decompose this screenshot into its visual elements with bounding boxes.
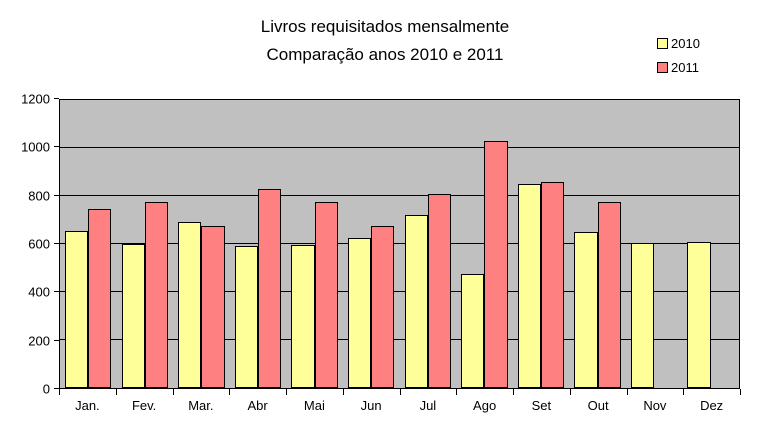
- bar-2011-jul: [427, 193, 451, 388]
- x-axis-label-jul: Jul: [419, 398, 437, 413]
- bar-2011-ago: [484, 140, 508, 388]
- x-axis-label-dez: Dez: [700, 398, 724, 413]
- y-axis-label-600: 600: [28, 236, 50, 252]
- x-axis-ticks: [59, 389, 741, 395]
- x-axis-tick-1: [115, 389, 117, 395]
- y-axis-tick-800: [54, 194, 59, 196]
- legend-2010-swatch: [657, 38, 668, 49]
- x-axis-label-fev: Fev.: [131, 398, 157, 413]
- legend-item-2010: 2010: [657, 37, 700, 50]
- y-axis-label-800: 800: [28, 188, 50, 204]
- y-axis-ticks: [54, 98, 59, 389]
- y-axis-tick-0: [54, 388, 59, 389]
- bar-2010-ago: [461, 274, 485, 388]
- chart-title-line-2: Comparação anos 2010 e 2011: [266, 45, 504, 64]
- bar-2010-jul: [404, 215, 428, 388]
- x-axis-label-set: Set: [531, 398, 552, 413]
- bar-group-abr: [230, 100, 287, 388]
- y-axis-tick-400: [54, 291, 59, 293]
- bar-2010-jun: [347, 238, 372, 388]
- bar-2010-set: [517, 184, 541, 388]
- x-axis-tick-4: [286, 389, 287, 395]
- bar-2010-nov: [630, 242, 655, 388]
- x-axis-tick-3: [229, 389, 231, 395]
- bar-2011-fev: [144, 202, 169, 388]
- gridline-200: [60, 339, 739, 340]
- bar-group-fev: [117, 100, 174, 388]
- bar-group-jul: [400, 100, 457, 388]
- x-axis-tick-6: [399, 389, 401, 395]
- x-axis-tick-10: [626, 389, 628, 395]
- bar-2011-out: [597, 202, 621, 388]
- legend: 2010 2011: [657, 37, 700, 85]
- plot-area: [59, 99, 740, 389]
- gridline-800: [60, 195, 739, 196]
- bar-2010-fev: [121, 244, 145, 388]
- x-axis-labels: Jan. Fev. Mar. Abr Mai Jun Jul Ago Set Out Nov Dez: [59, 399, 740, 414]
- x-axis-tick-2: [172, 389, 174, 395]
- bar-2011-abr: [258, 188, 282, 388]
- bar-group-mar: [173, 100, 230, 388]
- bar-2011-mar: [201, 226, 225, 388]
- x-axis-tick-8: [513, 389, 514, 395]
- bar-2010-dez: [687, 241, 711, 388]
- y-axis-tick-600: [54, 243, 59, 244]
- x-axis-label-out: Out: [587, 398, 609, 413]
- x-axis-label-jan: Jan.: [75, 398, 100, 413]
- bar-group-set: [513, 100, 570, 388]
- bar-group-ago: [456, 100, 513, 388]
- legend-2011-label: 2011: [671, 60, 699, 75]
- chart-title: Livros requisitados mensalmente Comparaç…: [55, 13, 715, 69]
- bar-2010-abr: [234, 246, 259, 388]
- x-axis-tick-7: [456, 389, 458, 395]
- y-axis-label-0: 0: [42, 381, 50, 397]
- bar-2010-jan: [65, 230, 89, 388]
- bar-2011-mai: [314, 202, 338, 388]
- x-axis-label-ago: Ago: [473, 398, 497, 413]
- bar-2010-out: [574, 232, 598, 388]
- bar-group-dez: [682, 100, 739, 388]
- bar-group-jun: [343, 100, 400, 388]
- x-axis-label-mai: Mai: [303, 398, 325, 413]
- legend-2011-swatch: [657, 62, 668, 73]
- x-axis-tick-12: [740, 389, 741, 395]
- y-axis-tick-1200: [54, 98, 59, 99]
- x-axis-label-abr: Abr: [247, 398, 268, 413]
- bar-group-mai: [286, 100, 343, 388]
- bar-2011-jun: [371, 226, 395, 388]
- y-axis-label-1200: 1200: [21, 91, 50, 107]
- bar-2010-mar: [178, 222, 202, 388]
- y-axis-tick-1000: [54, 146, 59, 148]
- x-axis-tick-0: [59, 389, 60, 395]
- x-axis-tick-5: [342, 389, 344, 395]
- gridline-600: [60, 243, 739, 244]
- x-axis-label-mar: Mar.: [188, 398, 214, 413]
- x-axis-tick-9: [569, 389, 571, 395]
- y-axis-labels: 0 200 400 600 800 1000 1200: [0, 93, 50, 396]
- y-axis-label-400: 400: [28, 284, 50, 300]
- bar-group-nov: [626, 100, 683, 388]
- gridline-400: [60, 291, 739, 292]
- x-axis-label-jun: Jun: [360, 398, 382, 413]
- x-axis-tick-11: [683, 389, 685, 395]
- bar-group-out: [569, 100, 626, 388]
- legend-item-2011: 2011: [657, 61, 700, 74]
- y-axis-label-1000: 1000: [21, 139, 50, 155]
- x-axis-label-nov: Nov: [643, 398, 667, 413]
- y-axis-tick-200: [54, 339, 59, 341]
- legend-2010-label: 2010: [671, 36, 700, 51]
- bar-2011-jan: [88, 209, 112, 388]
- gridline-1000: [60, 147, 739, 148]
- chart-title-line-1: Livros requisitados mensalmente: [260, 17, 510, 36]
- bar-2011-set: [540, 181, 565, 388]
- bar-2010-mai: [291, 245, 315, 388]
- y-axis-label-200: 200: [28, 333, 50, 349]
- bar-group-jan: [60, 100, 117, 388]
